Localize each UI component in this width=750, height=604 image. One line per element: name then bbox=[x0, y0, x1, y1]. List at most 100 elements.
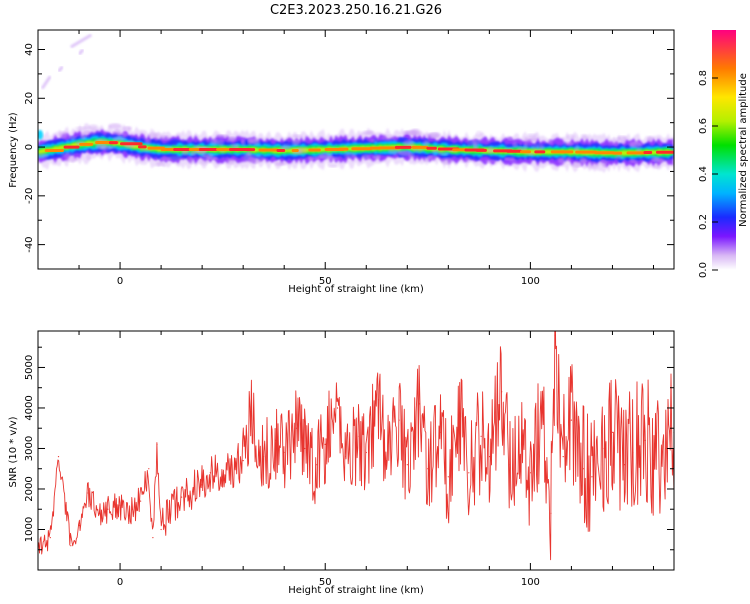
snr-point bbox=[468, 472, 470, 474]
spectral-halo-blob bbox=[523, 141, 530, 150]
y-tick-label: 1000 bbox=[24, 517, 35, 542]
spectral-halo-blob bbox=[431, 153, 437, 161]
spectral-halo-blob bbox=[123, 126, 132, 131]
snr-point bbox=[624, 464, 626, 466]
spectral-halo-blob bbox=[291, 139, 301, 146]
spectral-halo-blob bbox=[38, 153, 49, 159]
spectral-halo-blob bbox=[243, 154, 252, 163]
spectral-halo-blob bbox=[109, 145, 116, 149]
spectral-halo-blob bbox=[487, 146, 495, 154]
spectral-halo-blob bbox=[408, 152, 415, 159]
colorbar-label: Normalized spectral amplitude bbox=[738, 73, 749, 227]
spectral-halo-blob bbox=[580, 134, 589, 139]
snr-point bbox=[70, 545, 72, 547]
x-tick-label: 100 bbox=[521, 577, 540, 588]
spectral-halo-blob bbox=[647, 135, 653, 142]
spectral-halo-blob bbox=[199, 158, 210, 165]
spectral-halo-blob bbox=[274, 161, 287, 166]
snr-point bbox=[419, 403, 421, 405]
spectral-halo-blob bbox=[279, 146, 292, 150]
spectrogram-y-ticks: 40 20 0 -20 -40 bbox=[24, 43, 674, 253]
snr-point bbox=[234, 464, 236, 466]
snr-point bbox=[591, 476, 593, 478]
snr-point bbox=[131, 508, 133, 510]
snr-point bbox=[644, 439, 646, 441]
snr-series-layer bbox=[38, 331, 674, 561]
spectral-halo-blob bbox=[540, 144, 545, 151]
snr-point bbox=[501, 391, 503, 393]
spectral-halo-blob bbox=[423, 139, 430, 148]
y-tick-label: 5000 bbox=[24, 355, 35, 380]
x-tick-label: 50 bbox=[319, 577, 332, 588]
x-tick-label: 0 bbox=[117, 577, 123, 588]
y-tick-label: -20 bbox=[24, 188, 35, 204]
snr-point bbox=[529, 472, 532, 474]
snr-point bbox=[140, 500, 142, 502]
spectral-halo-blob bbox=[503, 157, 515, 161]
spectral-halo-blob bbox=[202, 153, 214, 159]
edge-blip bbox=[38, 129, 44, 140]
spectral-halo-blob bbox=[292, 134, 303, 138]
spectral-halo-blob bbox=[471, 141, 477, 149]
spectrogram-frame bbox=[37, 29, 675, 270]
spectral-halo-blob bbox=[372, 154, 381, 160]
spectral-halo-blob bbox=[100, 145, 112, 151]
snr-point bbox=[460, 415, 462, 417]
spectral-halo-blob bbox=[475, 130, 483, 137]
snr-point bbox=[148, 468, 150, 470]
spectral-halo-blob bbox=[621, 139, 626, 144]
snr-point bbox=[209, 472, 211, 474]
snr-point bbox=[201, 484, 203, 486]
snr-point bbox=[611, 431, 614, 433]
snr-point bbox=[406, 464, 408, 466]
spectral-halo-blob bbox=[608, 137, 623, 146]
spectral-halo-blob bbox=[431, 149, 440, 153]
spectral-halo-blob bbox=[60, 152, 75, 158]
snr-point bbox=[554, 334, 556, 336]
spectral-halo-blob bbox=[343, 152, 356, 159]
spectral-halo-blob bbox=[653, 163, 661, 169]
spectral-halo-blob bbox=[108, 123, 122, 130]
spectral-halo-blob bbox=[370, 139, 379, 143]
snr-point bbox=[439, 431, 441, 433]
spectral-halo-blob bbox=[282, 143, 291, 147]
spectral-halo-blob bbox=[116, 132, 128, 137]
spectral-halo-blob bbox=[429, 132, 442, 139]
snr-y-axis-label: SNR (10 * v/v) bbox=[8, 416, 19, 487]
spectral-halo-blob bbox=[86, 153, 91, 161]
spectral-halo-blob bbox=[241, 139, 246, 146]
snr-point bbox=[427, 468, 429, 470]
snr-point bbox=[509, 464, 511, 466]
snr-point bbox=[365, 451, 367, 454]
spectral-halo-blob bbox=[602, 163, 607, 168]
spectral-halo-blob bbox=[558, 157, 567, 165]
spectral-halo-blob bbox=[381, 134, 396, 142]
spectrogram-x-ticks: 0 50 100 bbox=[78, 30, 654, 287]
spectral-halo-blob bbox=[361, 130, 374, 135]
spectral-halo-blob bbox=[507, 137, 513, 141]
y-tick-label: -40 bbox=[24, 236, 35, 252]
spectral-halo-blob bbox=[404, 130, 419, 136]
snr-point bbox=[242, 460, 244, 462]
snr-point bbox=[168, 508, 170, 510]
snr-frame bbox=[37, 330, 675, 571]
spectral-halo-blob bbox=[112, 136, 126, 141]
spectral-halo-blob bbox=[188, 157, 195, 165]
snr-point bbox=[570, 419, 573, 421]
figure-title: C2E3.2023.250.16.21.G26 bbox=[270, 3, 442, 18]
spectral-halo-blob bbox=[308, 156, 314, 161]
colorbar-tick-label: 0.6 bbox=[698, 118, 709, 134]
spectral-halo-blob bbox=[398, 150, 411, 156]
colorbar-ticks: 0.0 0.2 0.4 0.6 0.8 bbox=[698, 70, 718, 278]
spectral-halo-blob bbox=[68, 135, 77, 140]
snr-panel: 0 50 100 1000 2000 3000 4000 5000 Height of st… bbox=[8, 330, 675, 596]
x-tick-label: 0 bbox=[117, 276, 123, 287]
spectral-halo-blob bbox=[316, 155, 331, 159]
snr-point bbox=[304, 447, 306, 450]
spectrogram-x-axis-label: Height of straight line (km) bbox=[288, 284, 424, 295]
spectral-halo-blob bbox=[190, 150, 197, 156]
spectral-halo-blob bbox=[614, 154, 624, 160]
y-tick-label: 20 bbox=[24, 92, 35, 105]
spectrogram-y-axis-label: Frequency (Hz) bbox=[8, 112, 19, 188]
harmonic-streak bbox=[57, 65, 64, 73]
